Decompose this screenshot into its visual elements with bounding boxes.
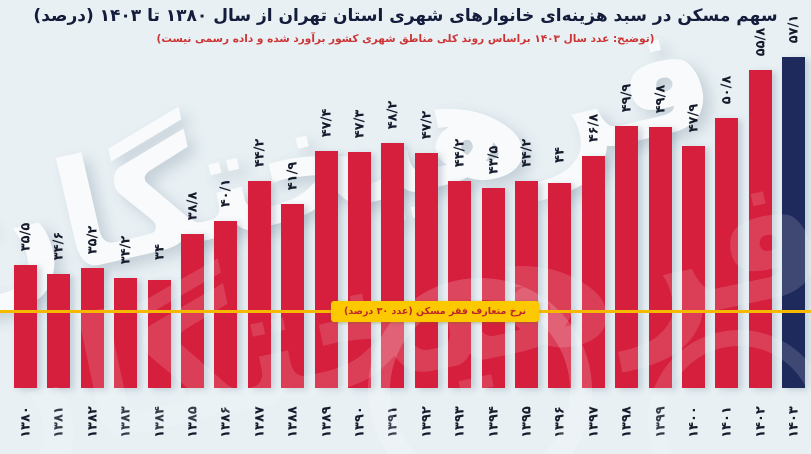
bar-value-label: ۴۶/۸ — [586, 113, 601, 143]
bar-value-label: ۴۷/۹ — [686, 103, 701, 133]
bar-column: ۴۱/۹ — [281, 0, 304, 388]
bar — [81, 268, 104, 388]
x-axis-label: ۱۳۹۶ — [552, 406, 567, 438]
bar-column: ۳۴/۲ — [114, 0, 137, 388]
x-axis-label: ۱۴۰۱ — [719, 406, 734, 438]
bar-value-label: ۴۴/۲ — [252, 138, 267, 168]
bar-column: ۳۴/۶ — [47, 0, 70, 388]
bar — [47, 274, 70, 388]
bar-value-label: ۳۵/۲ — [85, 225, 100, 255]
bar-column: ۳۸/۸ — [181, 0, 204, 388]
bar-value-label: ۴۷/۴ — [319, 108, 334, 138]
bar-column: ۵۵/۸ — [749, 0, 772, 388]
x-axis-label: ۱۳۹۵ — [519, 406, 534, 438]
x-axis-label: ۱۴۰۲ — [753, 406, 768, 438]
bar — [114, 278, 137, 388]
bar-column: ۴۷/۳ — [348, 0, 371, 388]
x-axis-label: ۱۳۸۲ — [85, 406, 100, 438]
x-axis-label: ۱۳۸۴ — [152, 406, 167, 438]
bar-value-label: ۴۴ — [552, 147, 567, 163]
bar — [448, 181, 471, 388]
bar-value-label: ۴۷/۳ — [352, 109, 367, 139]
bar-column: ۴۴ — [548, 0, 571, 388]
bar-column: ۴۴/۲ — [515, 0, 538, 388]
x-axis-label: ۱۳۹۱ — [385, 406, 400, 438]
bar-column: ۳۴ — [148, 0, 171, 388]
bar-column: ۳۵/۵ — [14, 0, 37, 388]
bar — [715, 118, 738, 388]
bar — [381, 143, 404, 388]
bar-value-label: ۵۰/۸ — [719, 75, 734, 105]
bar — [615, 126, 638, 388]
bar-column: ۴۶/۸ — [582, 0, 605, 388]
x-axis-label: ۱۳۸۹ — [319, 406, 334, 438]
bar — [582, 156, 605, 388]
bar-column: ۴۹/۹ — [615, 0, 638, 388]
bar — [348, 152, 371, 388]
bar-value-label: ۳۸/۸ — [185, 191, 200, 221]
bar — [148, 280, 171, 388]
bar-value-label: ۳۵/۵ — [18, 222, 33, 252]
x-axis-label: ۱۳۸۰ — [18, 406, 33, 438]
chart-title: سهم مسکن در سبد هزینه‌ای خانوارهای شهری … — [33, 6, 778, 26]
bar-value-label: ۴۰/۱ — [218, 178, 233, 208]
bar — [415, 153, 438, 388]
bar-column: ۴۸/۲ — [381, 0, 404, 388]
bar-column: ۴۷/۲ — [415, 0, 438, 388]
x-axis-label: ۱۴۰۳ — [786, 406, 801, 438]
bar-column: ۴۴/۲ — [448, 0, 471, 388]
bar-highlight — [782, 57, 805, 388]
bar — [281, 204, 304, 388]
bar-value-label: ۳۴/۲ — [118, 235, 133, 265]
bar-column: ۴۴/۲ — [248, 0, 271, 388]
bar — [515, 181, 538, 388]
bar — [315, 151, 338, 388]
x-axis-label: ۱۴۰۰ — [686, 406, 701, 438]
x-axis-label: ۱۳۸۶ — [218, 406, 233, 438]
bar-value-label: ۴۷/۲ — [419, 110, 434, 140]
bar-column: ۴۷/۹ — [682, 0, 705, 388]
bar-column: ۳۵/۲ — [81, 0, 104, 388]
bar-column: ۴۳/۵ — [482, 0, 505, 388]
poverty-line-label: نرخ متعارف فقر مسکن (عدد ۳۰ درصد) — [331, 301, 539, 322]
bar-value-label: ۳۴ — [152, 244, 167, 260]
bar — [214, 221, 237, 388]
bar-value-label: ۴۴/۲ — [452, 138, 467, 168]
x-axis-label: ۱۳۹۳ — [452, 406, 467, 438]
bar — [649, 127, 672, 388]
bar — [682, 146, 705, 388]
x-axis-label: ۱۳۹۰ — [352, 406, 367, 438]
bar-value-label: ۳۴/۶ — [51, 231, 66, 261]
x-axis-label: ۱۳۸۷ — [252, 406, 267, 438]
bar — [248, 181, 271, 388]
bar-value-label: ۴۹/۹ — [619, 83, 634, 113]
bar-value-label: ۴۸/۲ — [385, 100, 400, 130]
bar-column: ۵۰/۸ — [715, 0, 738, 388]
bar — [749, 70, 772, 388]
bar-column: ۴۷/۴ — [315, 0, 338, 388]
chart-subtitle: (توضیح: عدد سال ۱۴۰۳ براساس روند کلی منا… — [156, 33, 655, 45]
x-axis-label: ۱۳۹۲ — [419, 406, 434, 438]
x-axis-label: ۱۳۸۱ — [51, 406, 66, 438]
x-axis-label: ۱۳۹۹ — [653, 406, 668, 438]
bar-value-label: ۴۹/۸ — [653, 84, 668, 114]
bar — [14, 265, 37, 388]
bar-column: ۴۰/۱ — [214, 0, 237, 388]
bar — [548, 183, 571, 388]
bar-value-label: ۴۴/۲ — [519, 138, 534, 168]
bar-value-label: ۴۳/۵ — [486, 145, 501, 175]
bar — [482, 188, 505, 388]
x-axis-label: ۱۳۹۴ — [486, 406, 501, 438]
x-axis-label: ۱۳۹۸ — [619, 406, 634, 438]
bar-column: ۴۹/۸ — [649, 0, 672, 388]
x-axis-label: ۱۳۸۸ — [285, 406, 300, 438]
x-axis-label: ۱۳۹۷ — [586, 406, 601, 438]
bar-column: ۵۷/۱ — [782, 0, 805, 388]
x-axis-label: ۱۳۸۵ — [185, 406, 200, 438]
x-axis-label: ۱۳۸۳ — [118, 406, 133, 438]
bar-value-label: ۴۱/۹ — [285, 161, 300, 191]
